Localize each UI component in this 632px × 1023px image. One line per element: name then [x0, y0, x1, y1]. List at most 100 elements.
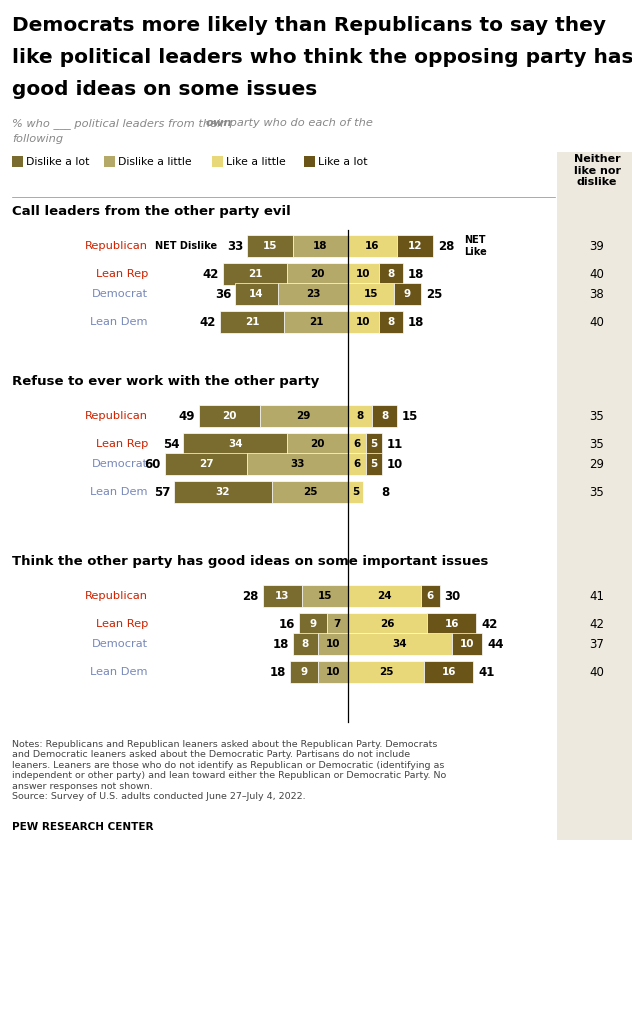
- Text: 5: 5: [352, 487, 359, 497]
- Text: 9: 9: [300, 667, 307, 677]
- Text: 10: 10: [356, 269, 370, 279]
- Text: Lean Rep: Lean Rep: [95, 269, 148, 279]
- Bar: [424, 661, 473, 683]
- Text: 25: 25: [303, 487, 317, 497]
- Text: 6: 6: [353, 439, 361, 449]
- Text: Democrats more likely than Republicans to say they: Democrats more likely than Republicans t…: [12, 16, 606, 35]
- Bar: [247, 453, 348, 475]
- Text: 12: 12: [408, 241, 422, 251]
- Bar: [317, 661, 348, 683]
- Text: good ideas on some issues: good ideas on some issues: [12, 80, 317, 99]
- Text: Democrat: Democrat: [92, 459, 148, 469]
- Text: Dislike a little: Dislike a little: [118, 157, 191, 167]
- Text: 14: 14: [249, 290, 264, 299]
- Bar: [183, 433, 287, 455]
- Text: 9: 9: [309, 619, 317, 629]
- Text: 29: 29: [590, 457, 604, 471]
- Text: 40: 40: [590, 267, 604, 280]
- Text: Lean Rep: Lean Rep: [95, 619, 148, 629]
- Bar: [452, 633, 482, 655]
- Text: NET Dislike: NET Dislike: [155, 241, 217, 251]
- Bar: [348, 235, 397, 257]
- Bar: [348, 661, 424, 683]
- Bar: [367, 453, 382, 475]
- Text: NET: NET: [465, 235, 486, 244]
- Bar: [260, 405, 348, 427]
- Text: 39: 39: [590, 239, 604, 253]
- Text: Notes: Republicans and Republican leaners asked about the Republican Party. Demo: Notes: Republicans and Republican leaner…: [12, 740, 446, 801]
- Text: 10: 10: [325, 667, 340, 677]
- Bar: [287, 263, 348, 285]
- Text: 18: 18: [270, 666, 286, 678]
- Text: 40: 40: [590, 666, 604, 678]
- Text: 8: 8: [381, 486, 389, 498]
- Bar: [302, 585, 348, 607]
- Bar: [348, 405, 372, 427]
- Text: Dislike a lot: Dislike a lot: [26, 157, 89, 167]
- Text: 60: 60: [145, 457, 161, 471]
- Bar: [348, 613, 427, 635]
- Text: Republican: Republican: [85, 591, 148, 601]
- Text: 5: 5: [370, 459, 377, 469]
- Text: Republican: Republican: [85, 411, 148, 421]
- Text: 28: 28: [242, 589, 258, 603]
- Bar: [421, 585, 439, 607]
- Text: 25: 25: [379, 667, 393, 677]
- Text: 6: 6: [353, 459, 361, 469]
- Text: 8: 8: [381, 411, 388, 421]
- Text: 32: 32: [216, 487, 230, 497]
- Text: 13: 13: [275, 591, 289, 601]
- Text: 10: 10: [459, 639, 474, 649]
- Text: 18: 18: [273, 637, 289, 651]
- Bar: [220, 311, 284, 333]
- Text: 24: 24: [377, 591, 392, 601]
- Text: 20: 20: [310, 269, 325, 279]
- Bar: [372, 405, 397, 427]
- Text: like political leaders who think the opposing party has: like political leaders who think the opp…: [12, 48, 632, 66]
- Text: 30: 30: [444, 589, 461, 603]
- Bar: [397, 235, 434, 257]
- Bar: [290, 661, 317, 683]
- Text: 21: 21: [308, 317, 323, 327]
- Bar: [174, 481, 272, 503]
- Text: 42: 42: [481, 618, 497, 630]
- Bar: [235, 283, 278, 305]
- Text: PEW RESEARCH CENTER: PEW RESEARCH CENTER: [12, 822, 154, 832]
- Bar: [299, 613, 327, 635]
- Text: 20: 20: [222, 411, 236, 421]
- Text: 15: 15: [402, 409, 418, 422]
- Text: following: following: [12, 134, 63, 144]
- Text: 16: 16: [441, 667, 456, 677]
- Text: 8: 8: [301, 639, 309, 649]
- Bar: [165, 453, 247, 475]
- Bar: [557, 152, 632, 840]
- Text: 15: 15: [363, 290, 378, 299]
- Text: 54: 54: [163, 438, 179, 450]
- Text: 42: 42: [203, 267, 219, 280]
- Text: Like a little: Like a little: [226, 157, 286, 167]
- Text: Lean Rep: Lean Rep: [95, 439, 148, 449]
- Bar: [212, 155, 223, 167]
- Bar: [293, 633, 317, 655]
- Bar: [287, 433, 348, 455]
- Bar: [263, 585, 302, 607]
- Bar: [348, 311, 379, 333]
- Text: Democrat: Democrat: [92, 639, 148, 649]
- Text: 11: 11: [387, 438, 403, 450]
- Bar: [12, 155, 23, 167]
- Text: party who do each of the: party who do each of the: [226, 118, 373, 128]
- Bar: [367, 433, 382, 455]
- Text: Lean Dem: Lean Dem: [90, 487, 148, 497]
- Text: Refuse to ever work with the other party: Refuse to ever work with the other party: [12, 375, 319, 388]
- Text: 15: 15: [318, 591, 332, 601]
- Text: 34: 34: [228, 439, 243, 449]
- Bar: [348, 585, 421, 607]
- Bar: [379, 311, 403, 333]
- Text: Call leaders from the other party evil: Call leaders from the other party evil: [12, 205, 291, 218]
- Text: Republican: Republican: [85, 241, 148, 251]
- Text: 6: 6: [427, 591, 434, 601]
- Text: 42: 42: [200, 315, 216, 328]
- Text: 57: 57: [154, 486, 170, 498]
- Bar: [427, 613, 476, 635]
- Bar: [304, 155, 315, 167]
